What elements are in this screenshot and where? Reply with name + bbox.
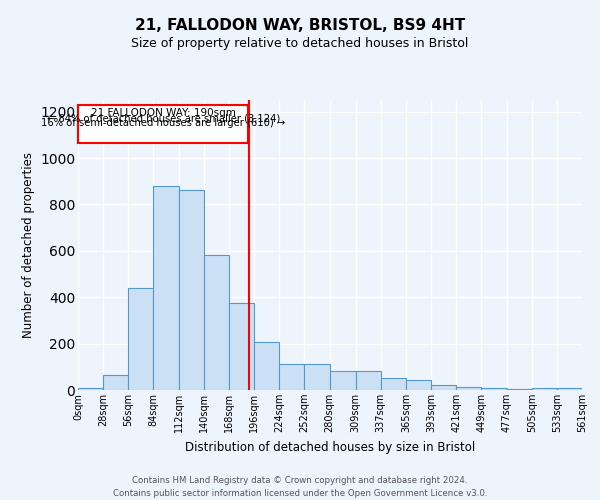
Text: 21, FALLODON WAY, BRISTOL, BS9 4HT: 21, FALLODON WAY, BRISTOL, BS9 4HT <box>135 18 465 32</box>
X-axis label: Distribution of detached houses by size in Bristol: Distribution of detached houses by size … <box>185 440 475 454</box>
FancyBboxPatch shape <box>79 104 248 143</box>
Bar <box>506 389 532 390</box>
Bar <box>254 342 279 390</box>
Bar <box>431 386 456 390</box>
Bar <box>406 380 431 390</box>
Bar <box>204 256 229 390</box>
Bar <box>279 364 304 390</box>
Bar <box>229 303 254 390</box>
Bar <box>154 186 179 390</box>
Bar <box>103 375 128 390</box>
Bar <box>179 190 204 390</box>
Text: 16% of semi-detached houses are larger (610) →: 16% of semi-detached houses are larger (… <box>41 118 286 128</box>
Bar <box>329 372 356 390</box>
Bar <box>456 386 481 390</box>
Bar <box>304 364 329 390</box>
Text: 21 FALLODON WAY: 190sqm: 21 FALLODON WAY: 190sqm <box>91 108 236 118</box>
Bar <box>532 388 557 390</box>
Bar <box>78 388 103 390</box>
Bar <box>381 378 406 390</box>
Text: Contains public sector information licensed under the Open Government Licence v3: Contains public sector information licen… <box>113 489 487 498</box>
Y-axis label: Number of detached properties: Number of detached properties <box>22 152 35 338</box>
Text: Contains HM Land Registry data © Crown copyright and database right 2024.: Contains HM Land Registry data © Crown c… <box>132 476 468 485</box>
Text: Size of property relative to detached houses in Bristol: Size of property relative to detached ho… <box>131 38 469 51</box>
Bar <box>557 388 582 390</box>
Text: ← 84% of detached houses are smaller (3,124): ← 84% of detached houses are smaller (3,… <box>47 114 280 124</box>
Bar <box>481 388 506 390</box>
Bar <box>128 288 154 390</box>
Bar <box>356 372 381 390</box>
